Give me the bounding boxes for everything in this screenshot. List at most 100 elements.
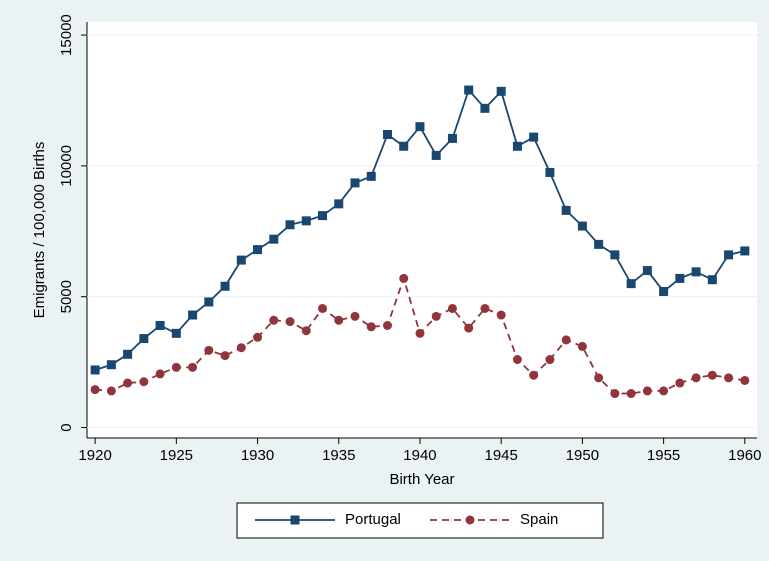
point (675, 273, 685, 283)
point (350, 311, 360, 321)
point (334, 315, 344, 325)
point (220, 281, 230, 291)
point (545, 355, 555, 365)
point (350, 178, 360, 188)
x-tick-label: 1920 (78, 447, 111, 464)
point (594, 373, 604, 383)
point (139, 377, 149, 387)
point (496, 310, 506, 320)
point (399, 141, 409, 151)
point (285, 317, 295, 327)
point (464, 85, 474, 95)
point (171, 362, 181, 372)
x-tick-label: 1940 (403, 447, 436, 464)
point (464, 323, 474, 333)
point (707, 275, 717, 285)
point (594, 239, 604, 249)
point (90, 385, 100, 395)
plot-area (87, 22, 757, 438)
y-tick-label: 15000 (58, 14, 75, 56)
point (577, 221, 587, 231)
point (610, 389, 620, 399)
point (318, 303, 328, 313)
point (123, 378, 133, 388)
point (431, 150, 441, 160)
point (561, 335, 571, 345)
legend-marker (465, 515, 475, 525)
point (236, 255, 246, 265)
point (106, 386, 116, 396)
point (642, 386, 652, 396)
point (204, 297, 214, 307)
x-tick-label: 1925 (160, 447, 193, 464)
legend-label: Portugal (345, 511, 401, 528)
point (301, 216, 311, 226)
point (285, 220, 295, 230)
point (155, 320, 165, 330)
x-tick-label: 1935 (322, 447, 355, 464)
legend-marker (290, 515, 300, 525)
point (610, 250, 620, 260)
point (382, 320, 392, 330)
point (447, 303, 457, 313)
point (106, 360, 116, 370)
point (139, 334, 149, 344)
point (659, 386, 669, 396)
point (561, 205, 571, 215)
point (399, 273, 409, 283)
point (626, 389, 636, 399)
point (431, 311, 441, 321)
y-axis-label: Emigrants / 100,000 Births (31, 142, 48, 319)
point (253, 332, 263, 342)
x-tick-label: 1960 (728, 447, 761, 464)
point (529, 370, 539, 380)
point (366, 322, 376, 332)
point (496, 86, 506, 96)
point (220, 351, 230, 361)
point (724, 250, 734, 260)
point (545, 167, 555, 177)
point (480, 103, 490, 113)
point (171, 328, 181, 338)
legend-label: Spain (520, 511, 558, 528)
point (691, 373, 701, 383)
point (155, 369, 165, 379)
point (366, 171, 376, 181)
point (447, 133, 457, 143)
point (188, 362, 198, 372)
y-tick-label: 5000 (58, 280, 75, 313)
point (707, 370, 717, 380)
point (188, 310, 198, 320)
point (724, 373, 734, 383)
point (675, 378, 685, 388)
point (204, 345, 214, 355)
y-tick-label: 10000 (58, 145, 75, 187)
point (415, 328, 425, 338)
point (691, 267, 701, 277)
point (480, 303, 490, 313)
point (512, 141, 522, 151)
x-axis-label: Birth Year (389, 471, 454, 488)
point (334, 199, 344, 209)
x-tick-label: 1930 (241, 447, 274, 464)
point (123, 349, 133, 359)
point (529, 132, 539, 142)
point (740, 246, 750, 256)
point (577, 341, 587, 351)
point (269, 315, 279, 325)
point (659, 286, 669, 296)
point (512, 355, 522, 365)
y-tick-label: 0 (58, 423, 75, 431)
point (740, 375, 750, 385)
point (90, 365, 100, 375)
point (301, 326, 311, 336)
point (318, 211, 328, 221)
point (642, 266, 652, 276)
point (382, 130, 392, 140)
point (253, 245, 263, 255)
x-tick-label: 1945 (484, 447, 517, 464)
point (415, 122, 425, 132)
point (236, 343, 246, 353)
point (269, 234, 279, 244)
